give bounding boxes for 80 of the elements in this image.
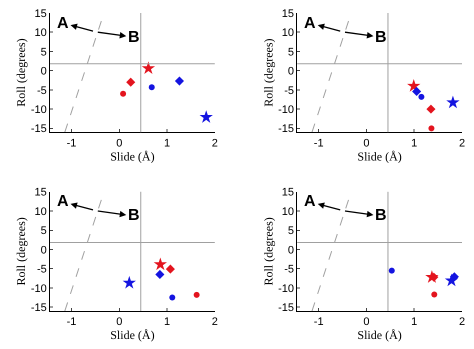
x-tick-label: 0 [363, 316, 370, 328]
y-tick-label: 10 [282, 206, 294, 218]
point [444, 274, 458, 286]
y-axis-title: Roll (degrees) [261, 217, 276, 286]
annotation: B [128, 29, 140, 46]
annotation: A [57, 193, 69, 210]
point [388, 268, 395, 274]
y-tick-label: 15 [34, 8, 47, 20]
x-axis-title: Slide (Å) [357, 149, 402, 164]
y-tick-label: 0 [40, 244, 47, 256]
point [148, 84, 155, 90]
x-axis-title: Slide (Å) [357, 328, 402, 342]
y-tick-label: -15 [30, 123, 47, 136]
y-axis-title: Roll (degrees) [261, 38, 276, 107]
y-tick-label: 0 [40, 66, 47, 78]
point [120, 90, 126, 97]
y-tick-label: -15 [30, 302, 47, 314]
x-tick-label: 1 [164, 137, 170, 150]
point [426, 104, 436, 114]
point [155, 270, 164, 280]
x-tick-label: 2 [458, 137, 466, 150]
annotation: A [304, 15, 316, 32]
point [126, 78, 136, 87]
point [154, 257, 167, 270]
point [418, 94, 424, 100]
x-tick-label: 2 [212, 316, 218, 328]
y-tick-label: 0 [288, 244, 294, 256]
annotation: A [304, 193, 316, 210]
x-tick-label: -1 [314, 137, 324, 150]
y-tick-label: -15 [278, 302, 294, 314]
x-tick-label: 2 [458, 316, 466, 328]
x-axis-title: Slide (Å) [110, 328, 155, 342]
point [200, 110, 213, 123]
y-axis-title: Roll (degrees) [14, 217, 28, 286]
y-tick-label: 5 [40, 46, 47, 58]
point [428, 125, 434, 132]
x-tick-label: 1 [411, 137, 418, 150]
y-tick-label: -10 [278, 104, 294, 116]
x-tick-label: -1 [66, 316, 76, 328]
x-tick-label: 0 [363, 137, 370, 150]
y-tick-label: 15 [282, 8, 294, 20]
y-tick-label: 10 [34, 27, 47, 40]
y-tick-label: -15 [278, 123, 294, 136]
y-tick-label: 15 [282, 186, 294, 199]
x-tick-label: 2 [212, 137, 218, 150]
y-tick-label: -5 [37, 84, 47, 97]
point [166, 264, 175, 274]
point [446, 96, 460, 108]
annotation: B [128, 207, 140, 224]
y-tick-label: 5 [288, 225, 294, 238]
y-tick-label: -10 [30, 104, 47, 116]
y-tick-label: 15 [34, 186, 47, 199]
point [142, 61, 156, 74]
point [169, 294, 176, 301]
point [174, 76, 184, 86]
y-tick-label: 10 [282, 27, 294, 40]
y-tick-label: -10 [278, 282, 294, 295]
point [412, 86, 422, 96]
x-tick-label: 1 [164, 316, 170, 328]
y-tick-label: -5 [284, 84, 294, 97]
x-tick-label: 0 [116, 316, 122, 328]
x-tick-label: 0 [116, 137, 122, 150]
annotation: B [375, 29, 387, 46]
y-tick-label: 5 [288, 46, 294, 58]
y-tick-label: -5 [284, 264, 294, 276]
y-tick-label: 0 [288, 66, 294, 78]
y-tick-label: 10 [34, 206, 47, 218]
annotation: B [375, 207, 387, 224]
point [122, 276, 136, 289]
x-tick-label: 1 [411, 316, 418, 328]
point [431, 291, 438, 298]
y-axis-title: Roll (degrees) [14, 38, 28, 107]
y-tick-label: 5 [40, 225, 47, 238]
annotation: A [57, 15, 69, 32]
point [194, 292, 200, 298]
y-tick-label: -5 [37, 264, 47, 276]
x-tick-label: -1 [314, 316, 324, 328]
y-tick-label: -10 [30, 282, 47, 295]
x-tick-label: -1 [66, 137, 76, 150]
x-axis-title: Slide (Å) [110, 149, 155, 164]
